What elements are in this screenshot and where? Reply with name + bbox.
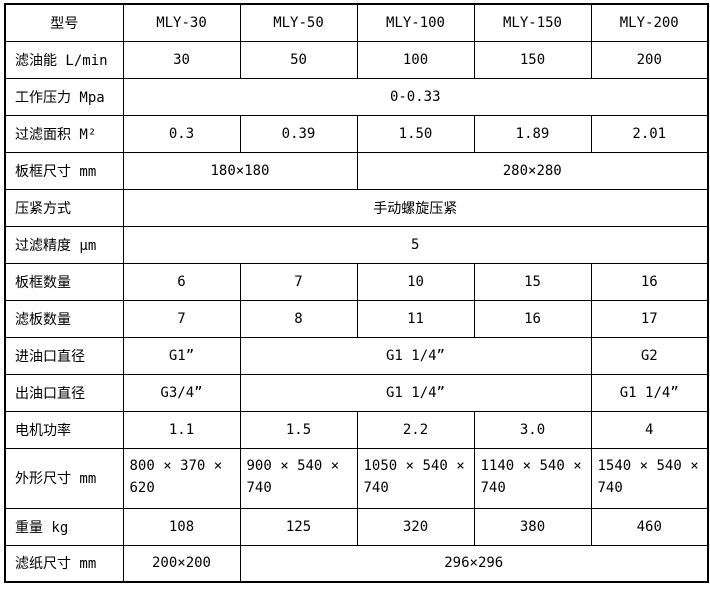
spec-cell: 380 [473,507,592,546]
spec-cell: G1 1/4” [239,336,592,375]
spec-cell: 50 [239,40,358,79]
table-row: 过滤面积 M² 0.3 0.39 1.50 1.89 2.01 [4,114,709,153]
spec-cell: 7 [122,299,241,338]
spec-cell: 10 [356,262,475,301]
spec-cell: 200 [590,40,709,79]
row-label: 电机功率 [4,410,124,449]
spec-cell: 100 [356,40,475,79]
spec-cell: MLY-50 [239,3,358,42]
spec-cell: 16 [590,262,709,301]
row-label: 压紧方式 [4,188,124,227]
row-label: 出油口直径 [4,373,124,412]
row-label: 滤油能 L/min [4,40,124,79]
spec-cell: 5 [122,225,709,264]
spec-cell: 7 [239,262,358,301]
spec-cell: 1540 × 540 × 740 [590,447,709,509]
spec-cell: G3/4” [122,373,241,412]
spec-cell: 1.1 [122,410,241,449]
spec-cell: MLY-30 [122,3,241,42]
spec-cell: 1.89 [473,114,592,153]
table-row: 外形尺寸 mm 800 × 370 × 620 900 × 540 × 740 105… [4,447,709,509]
row-label: 型号 [4,3,124,42]
spec-cell: 800 × 370 × 620 [122,447,241,509]
spec-cell: 8 [239,299,358,338]
table-row: 过滤精度 μm 5 [4,225,709,264]
row-label: 过滤精度 μm [4,225,124,264]
table-row: 电机功率 1.1 1.5 2.2 3.0 4 [4,410,709,449]
spec-cell: 296×296 [239,544,709,583]
spec-cell: MLY-150 [473,3,592,42]
spec-cell: 17 [590,299,709,338]
table-row: 板框数量 6 7 10 15 16 [4,262,709,301]
spec-cell: G1 1/4” [239,373,592,412]
spec-cell: MLY-200 [590,3,709,42]
spec-cell: 1.5 [239,410,358,449]
row-label: 滤纸尺寸 mm [4,544,124,583]
row-label: 过滤面积 M² [4,114,124,153]
spec-cell: 1140 × 540 × 740 [473,447,592,509]
spec-cell: 3.0 [473,410,592,449]
row-label: 工作压力 Mpa [4,77,124,116]
table-row: 压紧方式 手动螺旋压紧 [4,188,709,227]
table-row: 工作压力 Mpa 0-0.33 [4,77,709,116]
spec-cell: 180×180 [122,151,358,190]
row-label: 进油口直径 [4,336,124,375]
spec-cell: 2.01 [590,114,709,153]
spec-cell: 15 [473,262,592,301]
spec-cell: G1” [122,336,241,375]
spec-cell: 0.3 [122,114,241,153]
spec-table: 型号 MLY-30 MLY-50 MLY-100 MLY-150 MLY-200 滤油能 L… [4,3,709,583]
spec-cell: G2 [590,336,709,375]
table-row: 板框尺寸 mm 180×180 280×280 [4,151,709,190]
spec-cell: 108 [122,507,241,546]
spec-cell: 16 [473,299,592,338]
spec-cell: 1050 × 540 × 740 [356,447,475,509]
spec-cell: 460 [590,507,709,546]
spec-cell: 0.39 [239,114,358,153]
spec-cell: 200×200 [122,544,241,583]
table-row: 进油口直径 G1” G1 1/4” G2 [4,336,709,375]
spec-cell: 150 [473,40,592,79]
spec-cell: G1 1/4” [590,373,709,412]
table-row: 出油口直径 G3/4” G1 1/4” G1 1/4” [4,373,709,412]
spec-cell: 320 [356,507,475,546]
row-label: 重量 kg [4,507,124,546]
spec-cell: 11 [356,299,475,338]
spec-table-body: 型号 MLY-30 MLY-50 MLY-100 MLY-150 MLY-200 滤油能 L… [4,3,709,583]
table-row: 滤板数量 7 8 11 16 17 [4,299,709,338]
table-row: 滤油能 L/min 30 50 100 150 200 [4,40,709,79]
spec-cell: 280×280 [356,151,709,190]
spec-cell: 30 [122,40,241,79]
spec-cell: 1.50 [356,114,475,153]
spec-cell: 125 [239,507,358,546]
row-label: 板框尺寸 mm [4,151,124,190]
spec-cell: 0-0.33 [122,77,709,116]
row-label: 板框数量 [4,262,124,301]
table-row: 滤纸尺寸 mm 200×200 296×296 [4,544,709,583]
row-label: 外形尺寸 mm [4,447,124,509]
spec-cell: 900 × 540 × 740 [239,447,358,509]
table-row: 重量 kg 108 125 320 380 460 [4,507,709,546]
spec-cell: 手动螺旋压紧 [122,188,709,227]
spec-cell: MLY-100 [356,3,475,42]
spec-cell: 6 [122,262,241,301]
spec-cell: 4 [590,410,709,449]
table-row: 型号 MLY-30 MLY-50 MLY-100 MLY-150 MLY-200 [4,3,709,42]
spec-cell: 2.2 [356,410,475,449]
row-label: 滤板数量 [4,299,124,338]
